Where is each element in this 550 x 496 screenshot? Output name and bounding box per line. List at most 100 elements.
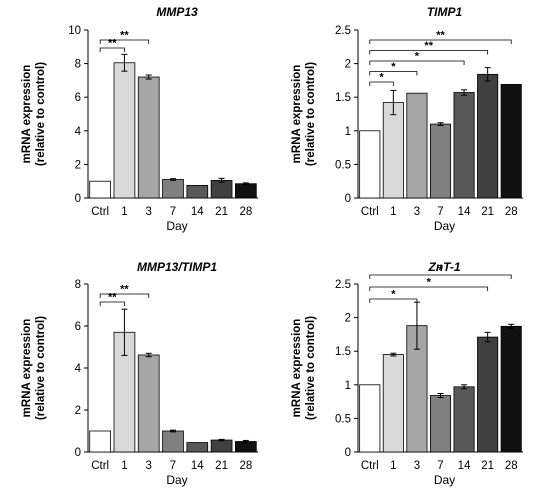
- significance-label: *: [415, 51, 420, 63]
- bar-28: [235, 441, 257, 453]
- bracket-line: [369, 298, 418, 303]
- bracket-line: [99, 301, 125, 306]
- y-axis-label: mRNA expression (relative to control): [21, 62, 47, 166]
- x-tick-label: 28: [239, 460, 252, 472]
- error-bar-21: [218, 177, 225, 183]
- bar-7: [429, 395, 452, 453]
- y-tick-label: 1.5: [335, 92, 351, 104]
- significance-label: **: [120, 284, 129, 296]
- bar-Ctrl: [359, 130, 381, 199]
- bar-14: [453, 386, 475, 453]
- chart-title: MMP13/TIMP1: [137, 260, 217, 274]
- y-tick-label: 10: [68, 25, 81, 37]
- significance-bracket: *: [369, 72, 394, 86]
- bar-21: [477, 73, 499, 199]
- bracket-line: [369, 286, 489, 291]
- significance-label: *: [427, 277, 432, 289]
- y-axis-label-line: (relative to control): [35, 316, 47, 420]
- bar-14: [186, 442, 209, 453]
- y-tick-label: 8: [75, 279, 81, 291]
- error-bar-1: [121, 308, 128, 356]
- significance-label: **: [120, 30, 129, 42]
- error-bar-14: [461, 89, 468, 96]
- error-bar-14: [461, 384, 468, 390]
- y-tick-label: 6: [75, 321, 81, 333]
- x-tick-label: 21: [215, 206, 228, 218]
- bar-28: [500, 325, 522, 453]
- bar-3: [137, 354, 160, 453]
- chart-panel-4: ZnT-1 mRNA expression (relative to control…: [291, 260, 523, 487]
- y-tick-label: 2: [75, 405, 81, 417]
- x-tick-label: 7: [170, 206, 176, 218]
- x-tick-label: 14: [191, 460, 204, 472]
- significance-label: *: [379, 72, 384, 84]
- significance-bracket: *: [369, 277, 489, 291]
- y-axis-label: mRNA expression (relative to control): [291, 62, 317, 166]
- x-tick-label: 1: [390, 206, 396, 218]
- x-tick-label: 14: [191, 206, 204, 218]
- error-bar-1: [390, 89, 397, 116]
- significance-label: *: [438, 265, 443, 277]
- y-tick-label: 0: [345, 193, 351, 205]
- bar-Ctrl: [89, 180, 111, 199]
- bar-3: [406, 92, 428, 199]
- y-tick-label: 0: [75, 193, 81, 205]
- x-tick-label: 14: [458, 206, 471, 218]
- error-bar-28: [242, 439, 249, 444]
- y-axis-label-line: (relative to control): [35, 62, 47, 166]
- bar-14: [186, 184, 209, 199]
- bracket-line: [99, 47, 125, 52]
- error-bar-21: [484, 67, 491, 82]
- x-axis-label: Day: [434, 473, 455, 487]
- significance-bracket: **: [99, 292, 125, 306]
- x-tick-label: Ctrl: [361, 206, 379, 218]
- x-tick-label: 28: [239, 206, 252, 218]
- x-tick-label: 14: [458, 460, 471, 472]
- bracket-line: [369, 50, 489, 55]
- chart-title: ZnT-1: [428, 260, 461, 274]
- error-bar-1: [121, 53, 128, 72]
- y-tick-label: 1: [345, 380, 351, 392]
- bracket-line: [369, 81, 394, 86]
- y-axis-label: mRNA expression (relative to control): [21, 316, 47, 420]
- bar-3: [137, 76, 160, 199]
- significance-bracket: *: [369, 61, 418, 76]
- x-tick-label: 7: [170, 460, 176, 472]
- y-tick-label: 2.5: [335, 25, 351, 37]
- y-axis-label-line: mRNA expression: [291, 65, 303, 164]
- error-bar-21: [218, 438, 225, 442]
- significance-label: **: [436, 30, 445, 42]
- error-bar-3: [145, 74, 152, 80]
- y-tick-label: 6: [75, 92, 81, 104]
- y-tick-label: 0: [75, 447, 81, 459]
- bar-7: [162, 179, 184, 199]
- x-tick-label: 21: [481, 206, 494, 218]
- y-axis-label-line: (relative to control): [305, 62, 317, 166]
- significance-bracket: *: [369, 51, 465, 65]
- error-bar-7: [437, 122, 444, 126]
- y-tick-label: 4: [75, 363, 82, 375]
- bracket-line: [369, 60, 465, 65]
- x-tick-label: 3: [414, 460, 420, 472]
- y-tick-label: 0: [345, 447, 351, 459]
- x-tick-label: 28: [505, 206, 518, 218]
- error-bar-21: [484, 331, 491, 343]
- chart-panel-3: MMP13/TIMP1 mRNA expression (relative to c…: [21, 260, 258, 487]
- significance-bracket: **: [99, 284, 150, 298]
- x-tick-label: 1: [390, 460, 396, 472]
- bar-21: [210, 179, 233, 199]
- bar-Ctrl: [89, 430, 111, 453]
- y-tick-label: 2: [345, 59, 351, 71]
- x-tick-label: 21: [481, 460, 494, 472]
- significance-label: **: [108, 292, 117, 304]
- x-tick-label: Ctrl: [91, 460, 109, 472]
- chart-panel-1: MMP13 mRNA expression (relative to control…: [21, 5, 258, 233]
- bar-7: [429, 123, 452, 199]
- chart-title: TIMP1: [427, 5, 463, 19]
- significance-label: *: [391, 61, 396, 73]
- bar-28: [500, 84, 522, 199]
- x-tick-label: 3: [146, 460, 152, 472]
- x-tick-label: 1: [121, 460, 127, 472]
- significance-label: *: [391, 289, 396, 301]
- x-tick-label: Ctrl: [361, 460, 379, 472]
